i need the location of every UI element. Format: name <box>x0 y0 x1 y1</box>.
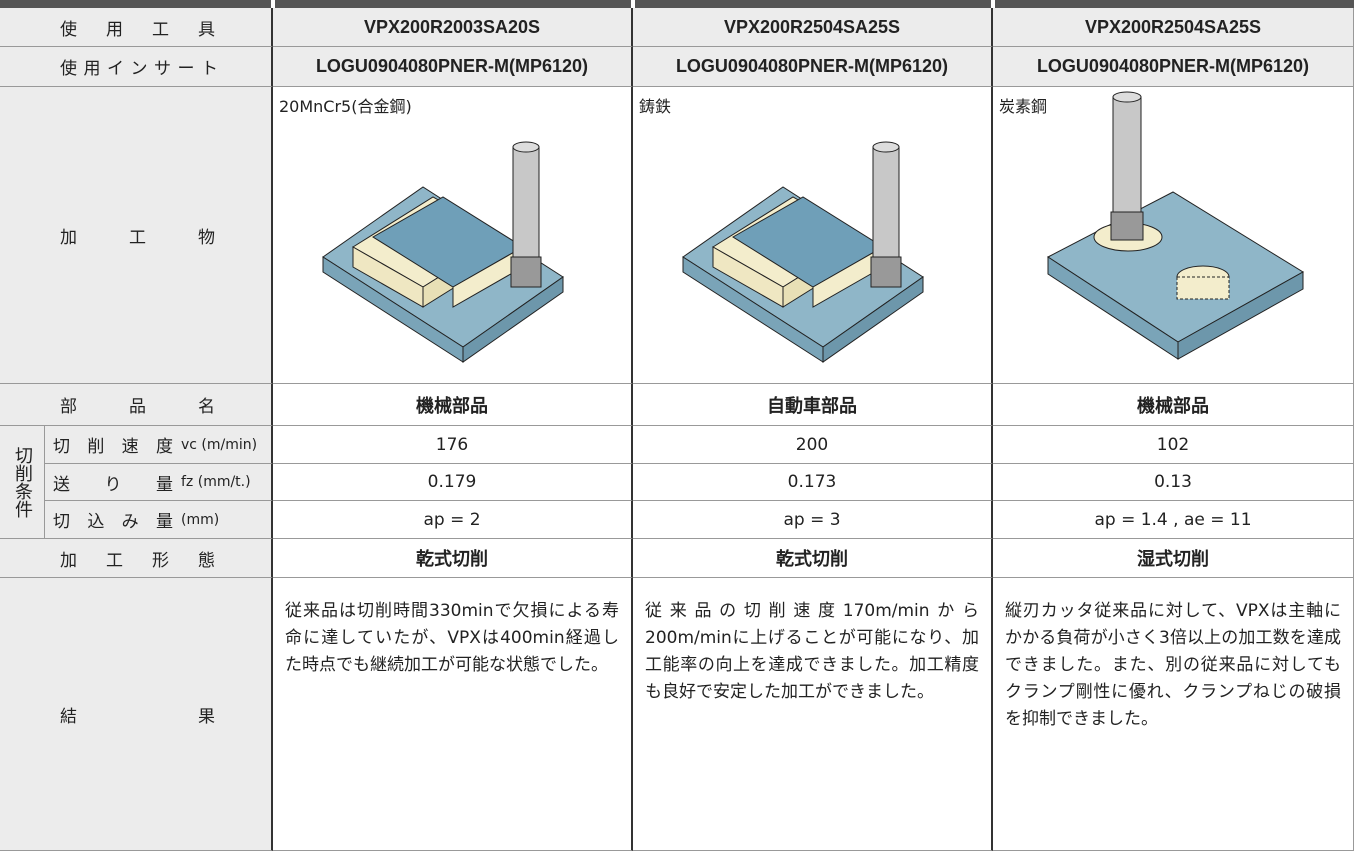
tool-cell: VPX200R2504SA25S <box>633 8 993 47</box>
result-cell: 従来品は切削時間330minで欠損による寿命に達していたが、VPXは400min… <box>273 578 633 851</box>
part-cell: 機械部品 <box>273 384 633 426</box>
part-cell: 自動車部品 <box>633 384 993 426</box>
part-text: 自動車部品 <box>767 395 857 416</box>
feed-text: 0.173 <box>787 472 837 492</box>
result-text: 従来品は切削時間330minで欠損による寿命に達していたが、VPXは400min… <box>285 601 619 675</box>
row-label: 結 果 <box>0 578 273 851</box>
result-text: 縦刃カッタ従来品に対して、VPXは主軸にかかる負荷が小さく3倍以上の加工数を達成… <box>1005 601 1341 729</box>
row-label: 切削条件 <box>0 426 45 539</box>
mode-text: 乾式切削 <box>776 549 848 569</box>
insert-text: LOGU0904080PNER-M(MP6120) <box>315 56 589 76</box>
row-label: 送 り 量 fz (mm/t.) <box>45 464 273 501</box>
workpiece-cell: 炭素鋼 <box>993 87 1354 384</box>
row-label: 加 工 物 <box>0 87 273 384</box>
depth-cell: ap = 1.4 , ae = 11 <box>993 501 1354 539</box>
depth-text: ap = 3 <box>783 509 841 530</box>
illustration <box>322 141 564 363</box>
row-label: 切 削 速 度 vc (m/min) <box>45 426 273 464</box>
unit-text: (mm) <box>181 511 220 528</box>
depth-text: ap = 2 <box>423 509 481 530</box>
mode-cell: 乾式切削 <box>273 539 633 578</box>
speed-text: 200 <box>795 434 829 455</box>
illustration <box>682 141 924 363</box>
row-label: 使 用 工 具 <box>0 8 273 47</box>
mode-text: 乾式切削 <box>416 549 488 569</box>
label-text: 送 り 量 <box>53 474 173 495</box>
speed-cell: 176 <box>273 426 633 464</box>
tool-text: VPX200R2504SA25S <box>723 16 901 37</box>
label-text: 加 工 形 態 <box>60 550 215 571</box>
label-text: 切 削 速 度 <box>53 437 173 457</box>
workpiece-cell: 鋳鉄 <box>633 87 993 384</box>
material-text: 鋳鉄 <box>639 97 672 116</box>
result-cell: 従来品の切削速度170m/minから200m/minに上げることが可能になり、加… <box>633 578 993 851</box>
conditions-label: 切削条件 <box>12 446 33 518</box>
depth-text: ap = 1.4 , ae = 11 <box>1094 509 1252 530</box>
insert-cell: LOGU0904080PNER-M(MP6120) <box>993 47 1354 87</box>
workpiece-cell: 20MnCr5(合金鋼) <box>273 87 633 384</box>
speed-text: 102 <box>1156 434 1190 455</box>
unit-text: fz (mm/t.) <box>181 474 251 490</box>
header-bar <box>635 0 991 8</box>
speed-text: 176 <box>435 434 469 455</box>
result-cell: 縦刃カッタ従来品に対して、VPXは主軸にかかる負荷が小さく3倍以上の加工数を達成… <box>993 578 1354 851</box>
insert-text: LOGU0904080PNER-M(MP6120) <box>675 56 949 76</box>
row-label: 加 工 形 態 <box>0 539 273 578</box>
speed-cell: 200 <box>633 426 993 464</box>
header-bar <box>995 0 1354 8</box>
feed-text: 0.13 <box>1154 472 1192 492</box>
mode-cell: 乾式切削 <box>633 539 993 578</box>
tool-text: VPX200R2504SA25S <box>1084 16 1262 37</box>
part-text: 機械部品 <box>416 395 488 416</box>
label-text: 部 品 名 <box>60 397 215 417</box>
insert-text: LOGU0904080PNER-M(MP6120) <box>1036 56 1310 76</box>
label-text: 結 果 <box>60 706 215 727</box>
depth-cell: ap = 2 <box>273 501 633 539</box>
feed-cell: 0.13 <box>993 464 1354 501</box>
feed-text: 0.179 <box>427 472 477 492</box>
label-text: 使 用 工 具 <box>60 19 215 40</box>
mode-text: 湿式切削 <box>1137 549 1209 569</box>
insert-cell: LOGU0904080PNER-M(MP6120) <box>273 47 633 87</box>
row-label: 使用インサート <box>0 47 273 87</box>
row-label: 切 込 み 量 (mm) <box>45 501 273 539</box>
feed-cell: 0.179 <box>273 464 633 501</box>
label-text: 加 工 物 <box>60 227 215 248</box>
tool-cell: VPX200R2504SA25S <box>993 8 1354 47</box>
mode-cell: 湿式切削 <box>993 539 1354 578</box>
tool-cell: VPX200R2003SA20S <box>273 8 633 47</box>
header-bar <box>275 0 631 8</box>
depth-cell: ap = 3 <box>633 501 993 539</box>
unit-text: vc (m/min) <box>181 436 258 453</box>
tool-text: VPX200R2003SA20S <box>363 16 541 37</box>
row-label: 部 品 名 <box>0 384 273 426</box>
label-text: 切 込 み 量 <box>53 512 173 532</box>
material-text: 20MnCr5(合金鋼) <box>279 97 412 116</box>
speed-cell: 102 <box>993 426 1354 464</box>
header-bar <box>0 0 271 8</box>
feed-cell: 0.173 <box>633 464 993 501</box>
part-text: 機械部品 <box>1137 395 1209 416</box>
result-text: 従来品の切削速度170m/minから200m/minに上げることが可能になり、加… <box>645 601 979 702</box>
insert-cell: LOGU0904080PNER-M(MP6120) <box>633 47 993 87</box>
part-cell: 機械部品 <box>993 384 1354 426</box>
label-text: 使用インサート <box>60 59 218 79</box>
material-text: 炭素鋼 <box>999 97 1048 116</box>
illustration <box>1047 91 1304 360</box>
